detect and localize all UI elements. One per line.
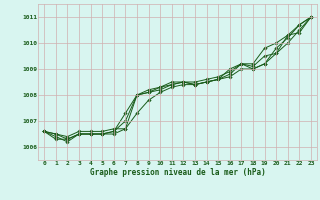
X-axis label: Graphe pression niveau de la mer (hPa): Graphe pression niveau de la mer (hPa): [90, 168, 266, 177]
